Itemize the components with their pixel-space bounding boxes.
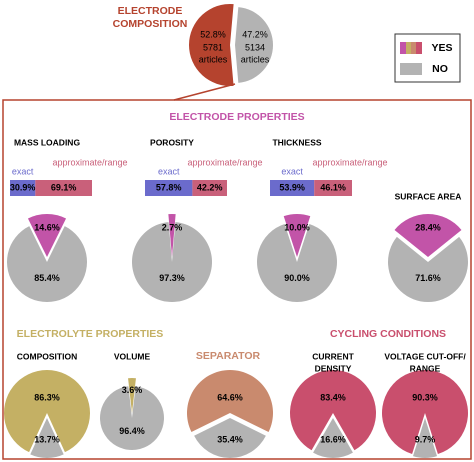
pie-slice bbox=[235, 7, 274, 83]
connector bbox=[173, 83, 236, 101]
value-label: 85.4% bbox=[34, 273, 60, 283]
value-label: 35.4% bbox=[217, 434, 243, 444]
bar bbox=[35, 180, 92, 196]
chart-title: THICKNESS bbox=[272, 137, 321, 147]
value-label: 16.6% bbox=[320, 434, 346, 444]
pie-slice bbox=[194, 418, 266, 458]
value-label: 96.4% bbox=[119, 426, 145, 436]
pie-slice bbox=[187, 370, 273, 433]
value-label: 13.7% bbox=[34, 434, 60, 444]
pie-slice bbox=[132, 222, 212, 302]
panel-border bbox=[2, 99, 472, 460]
legend-swatch bbox=[400, 63, 422, 75]
value-label: 42.2% bbox=[197, 182, 223, 192]
legend-swatch bbox=[411, 42, 416, 54]
value-label: 10.0% bbox=[284, 222, 310, 232]
chart-title: POROSITY bbox=[150, 137, 194, 147]
value-label: 71.6% bbox=[415, 273, 441, 283]
bar bbox=[270, 180, 315, 196]
header-title: ELECTRODE bbox=[118, 5, 183, 17]
legend-swatch bbox=[416, 42, 422, 54]
value-label: 83.4% bbox=[320, 392, 346, 402]
header-title: COMPOSITION bbox=[113, 18, 188, 30]
pie-slice bbox=[27, 214, 67, 257]
section-title: ELECTRODE PROPERTIES bbox=[169, 111, 304, 123]
chart-title: MASS LOADING bbox=[14, 137, 81, 147]
chart-title: VOLUME bbox=[114, 351, 151, 361]
annotation: articles bbox=[241, 54, 270, 64]
value-label: 69.1% bbox=[51, 182, 77, 192]
pie-slice bbox=[3, 370, 90, 453]
legend-swatch bbox=[400, 42, 406, 54]
annotation: 5134 bbox=[245, 42, 265, 52]
pie-slice bbox=[100, 386, 164, 450]
value-label: 90.0% bbox=[284, 273, 310, 283]
pie-slice bbox=[257, 223, 337, 303]
value-label: 86.3% bbox=[34, 392, 60, 402]
value-label: 3.6% bbox=[122, 385, 143, 395]
value-label: 46.1% bbox=[320, 182, 346, 192]
pie-slice bbox=[394, 214, 462, 257]
value-label: 52.8% bbox=[200, 29, 226, 39]
section-title: ELECTROLYTE PROPERTIES bbox=[17, 328, 164, 340]
chart-title: CURRENT bbox=[312, 351, 354, 361]
chart-title: VOLTAGE CUT-OFF/ bbox=[384, 351, 466, 361]
section-title: CYCLING CONDITIONS bbox=[330, 328, 446, 340]
pie-slice bbox=[290, 370, 377, 451]
pie-slice bbox=[388, 236, 469, 303]
value-label: 97.3% bbox=[159, 273, 185, 283]
value-label: 14.6% bbox=[34, 222, 60, 232]
pie-slice bbox=[168, 214, 176, 257]
bar-category: exact bbox=[158, 166, 180, 176]
legend-swatch bbox=[406, 42, 411, 54]
bar bbox=[10, 180, 36, 196]
bar-category: exact bbox=[12, 166, 34, 176]
pie-slice bbox=[313, 418, 353, 458]
pie-slice bbox=[6, 226, 87, 303]
legend-label: YES bbox=[431, 42, 452, 54]
pie-slice bbox=[128, 378, 136, 413]
bar bbox=[192, 180, 227, 196]
annotation: 5781 bbox=[203, 42, 223, 52]
value-label: 90.3% bbox=[412, 392, 438, 402]
chart-title: DENSITY bbox=[315, 363, 352, 373]
chart-title: COMPOSITION bbox=[17, 351, 77, 361]
value-label: 9.7% bbox=[415, 434, 436, 444]
legend-label: NO bbox=[432, 63, 448, 75]
value-label: 28.4% bbox=[415, 222, 441, 232]
pie-slice bbox=[30, 418, 64, 458]
value-label: 53.9% bbox=[279, 182, 305, 192]
value-label: 2.7% bbox=[162, 222, 183, 232]
pie-slice bbox=[283, 214, 311, 257]
bar bbox=[145, 180, 193, 196]
pie-slice bbox=[381, 370, 468, 455]
chart-title: SURFACE AREA bbox=[395, 191, 462, 201]
bar-category: approximate/range bbox=[52, 157, 127, 167]
bar bbox=[314, 180, 352, 196]
section-title: SEPARATOR bbox=[196, 350, 261, 362]
bar-category: approximate/range bbox=[312, 157, 387, 167]
annotation: articles bbox=[199, 54, 228, 64]
value-label: 47.2% bbox=[242, 29, 268, 39]
bar-category: exact bbox=[281, 166, 303, 176]
chart-title: RANGE bbox=[410, 363, 441, 373]
pie-slice bbox=[188, 3, 234, 86]
value-label: 30.9% bbox=[10, 182, 36, 192]
pie-slice bbox=[412, 418, 438, 458]
value-label: 57.8% bbox=[156, 182, 182, 192]
value-label: 64.6% bbox=[217, 392, 243, 402]
bar-category: approximate/range bbox=[187, 157, 262, 167]
